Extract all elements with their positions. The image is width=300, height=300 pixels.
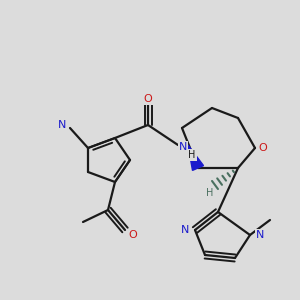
Text: O: O	[144, 94, 152, 104]
Text: N: N	[256, 230, 264, 240]
Text: N: N	[181, 225, 189, 235]
Text: O: O	[259, 143, 267, 153]
Text: N: N	[58, 120, 66, 130]
Text: O: O	[129, 230, 137, 240]
Text: H: H	[206, 188, 214, 198]
Polygon shape	[188, 145, 203, 170]
Text: N: N	[179, 142, 187, 152]
Text: H: H	[188, 150, 196, 160]
